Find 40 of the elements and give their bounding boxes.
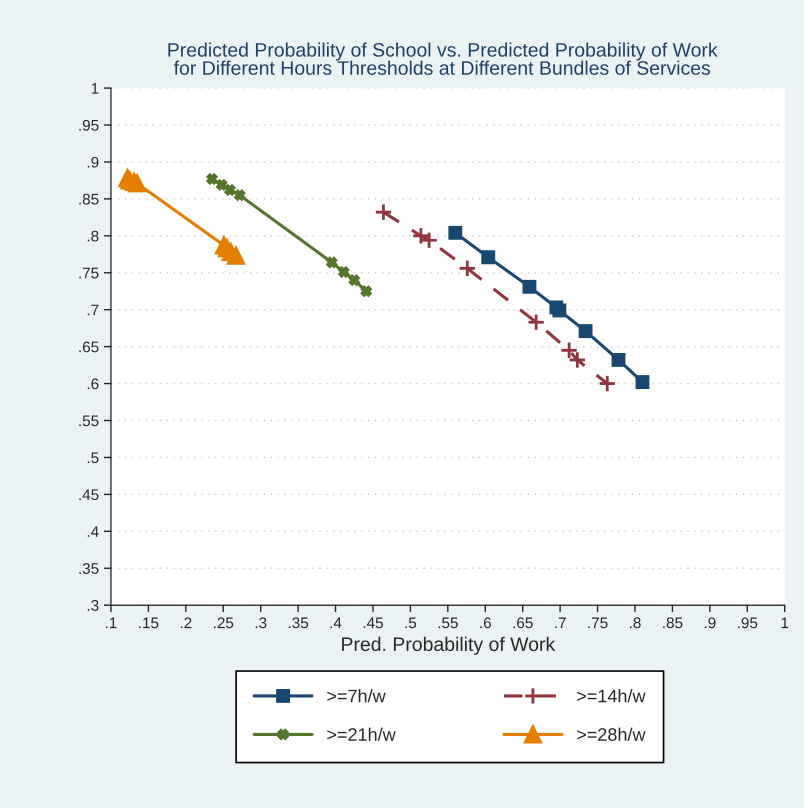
x-tick-label: .95: [738, 617, 758, 628]
y-tick-label: .3: [88, 600, 98, 611]
y-tick-label: .55: [79, 416, 99, 426]
x-tick-label: .1: [106, 618, 117, 628]
y-tick-label: .35: [79, 563, 99, 574]
x-tick-label: .8: [630, 617, 641, 628]
y-tick-label: .75: [79, 268, 99, 278]
x-tick-label: .65: [513, 617, 533, 628]
y-tick-label: .5: [88, 452, 99, 464]
y-tick-label: .8: [88, 230, 98, 242]
legend-label: >=7h/w: [327, 689, 386, 702]
x-tick-label: .75: [588, 618, 608, 628]
y-tick-label: .9: [88, 156, 98, 168]
x-tick-label: .35: [288, 617, 308, 628]
y-tick-label: .45: [79, 489, 99, 500]
x-tick-label: .9: [704, 617, 716, 628]
y-tick-label: .95: [79, 120, 99, 131]
x-tick-label: .85: [663, 617, 682, 628]
x-tick-label: .3: [256, 617, 266, 628]
x-tick-label: .55: [438, 618, 458, 628]
legend-label: >=28h/w: [577, 728, 646, 741]
x-tick-label: .5: [405, 618, 416, 628]
y-tick-label: .85: [79, 194, 99, 205]
x-tick-label: .25: [214, 617, 234, 628]
x-tick-label: .4: [330, 618, 342, 628]
x-tick-label: .7: [555, 618, 566, 628]
y-tick-label: .4: [88, 526, 99, 537]
legend-label: >=14h/w: [577, 689, 646, 702]
x-axis-title: Pred. Probability of Work: [342, 636, 556, 655]
chart-title: Predicted Probability of School vs. Predicted Probability of Work for Different Hours Thresholds at Different Bundles of Services: [168, 42, 718, 75]
y-tick-label: .6: [88, 378, 98, 390]
x-tick-label: .45: [364, 618, 383, 628]
y-tick-label: .7: [88, 304, 98, 316]
x-tick-label: 1: [782, 618, 788, 628]
x-tick-label: .6: [480, 617, 491, 628]
legend-label: >=21h/w: [327, 728, 396, 741]
y-tick-label: 1: [92, 83, 98, 94]
x-tick-label: .2: [180, 617, 192, 628]
y-tick-label: .65: [79, 342, 99, 352]
x-tick-label: .15: [139, 618, 158, 628]
